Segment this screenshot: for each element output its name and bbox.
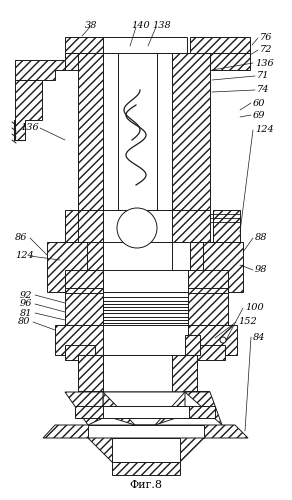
Text: 124: 124 (255, 126, 274, 134)
Polygon shape (43, 425, 248, 438)
Polygon shape (78, 392, 210, 425)
Bar (203, 242, 243, 292)
Polygon shape (15, 60, 65, 80)
Bar (195, 345, 225, 360)
Bar (112, 438, 180, 462)
Bar (103, 270, 188, 292)
Bar (103, 406, 189, 418)
Text: 86: 86 (15, 234, 27, 242)
Bar (225, 242, 240, 280)
Text: 100: 100 (245, 304, 264, 312)
Bar (65, 345, 95, 360)
Bar (65, 292, 103, 325)
Text: 60: 60 (253, 98, 265, 108)
Circle shape (220, 337, 226, 343)
Bar (112, 462, 180, 475)
Bar (65, 210, 90, 242)
Bar (78, 292, 103, 303)
Bar (188, 288, 228, 293)
Text: 74: 74 (257, 86, 270, 94)
Bar (103, 242, 172, 280)
Bar (103, 37, 187, 53)
Bar (213, 210, 240, 242)
Polygon shape (88, 438, 204, 462)
Text: 136: 136 (20, 124, 39, 132)
Bar (78, 355, 103, 392)
Polygon shape (103, 392, 185, 425)
Bar (78, 270, 103, 280)
Bar (103, 53, 118, 210)
Circle shape (117, 208, 157, 248)
Text: 76: 76 (260, 34, 272, 42)
Bar (103, 355, 172, 362)
Text: 80: 80 (18, 318, 30, 326)
Bar (78, 355, 103, 362)
Bar (88, 425, 204, 438)
Text: 38: 38 (85, 20, 98, 30)
Text: 140: 140 (131, 20, 150, 30)
Bar (78, 210, 103, 242)
Bar (103, 292, 188, 325)
Polygon shape (15, 80, 42, 140)
Polygon shape (185, 392, 222, 425)
Text: 84: 84 (253, 332, 265, 342)
Text: 138: 138 (152, 20, 171, 30)
Bar (188, 270, 228, 292)
Text: 136: 136 (255, 58, 274, 68)
Text: 92: 92 (20, 290, 32, 300)
Bar (103, 325, 188, 355)
Text: 88: 88 (255, 234, 267, 242)
Text: 152: 152 (238, 318, 257, 326)
Bar (103, 292, 172, 303)
Bar (172, 210, 210, 242)
Bar (172, 53, 210, 210)
Bar (65, 53, 103, 70)
Bar (210, 53, 250, 70)
Bar (172, 355, 197, 362)
Bar (188, 292, 228, 325)
Bar (103, 355, 188, 392)
Bar (65, 270, 103, 292)
Bar (118, 53, 157, 210)
Bar (172, 355, 197, 392)
Bar (185, 335, 200, 355)
Bar (172, 270, 190, 280)
Bar (103, 53, 118, 70)
Bar (65, 288, 103, 293)
Text: 98: 98 (255, 266, 267, 274)
Text: 96: 96 (20, 300, 32, 308)
Polygon shape (65, 392, 103, 425)
Bar (190, 242, 230, 270)
Bar (172, 292, 197, 303)
Bar (78, 53, 103, 210)
Text: 69: 69 (253, 110, 265, 120)
Text: 124: 124 (15, 252, 34, 260)
Bar (60, 242, 74, 280)
Bar (118, 53, 172, 70)
Bar (190, 37, 250, 53)
Bar (65, 242, 103, 270)
Bar (157, 53, 172, 210)
Text: 71: 71 (257, 72, 270, 80)
Text: 81: 81 (20, 308, 32, 318)
Bar (75, 406, 215, 418)
Bar (55, 325, 105, 355)
Bar (185, 325, 237, 355)
Text: Фиг.8: Фиг.8 (129, 480, 163, 490)
Bar (47, 242, 87, 292)
Bar (103, 210, 172, 242)
Text: 72: 72 (260, 46, 272, 54)
Bar (65, 37, 103, 53)
